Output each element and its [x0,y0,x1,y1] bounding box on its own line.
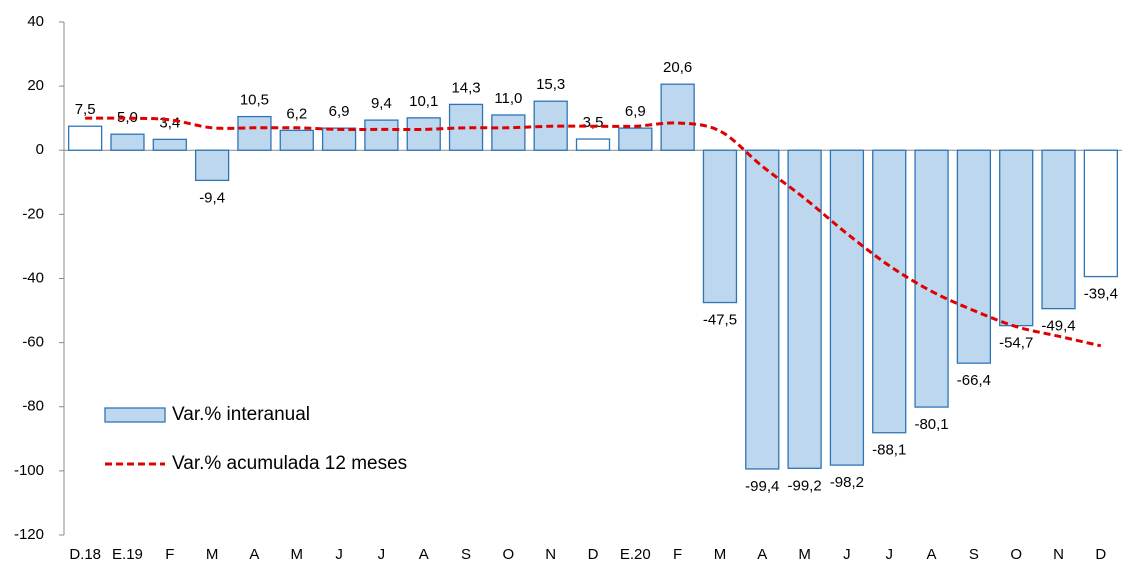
y-tick-label: -120 [14,526,44,543]
x-tick-label: D [588,546,599,563]
data-label: 3,5 [583,114,604,131]
y-tick-label: -100 [14,462,44,479]
bar [618,127,653,151]
x-tick-label: N [1053,546,1064,563]
y-tick-label: -80 [22,398,44,415]
x-tick-label: O [1010,546,1022,563]
data-label: 6,9 [329,103,350,120]
data-label: 6,2 [286,105,307,122]
x-tick-label: S [461,546,471,563]
bar [829,149,865,466]
bar [872,149,907,434]
x-tick-label: J [378,546,386,563]
data-label: 10,1 [409,93,438,110]
x-tick-label: D.18 [69,546,101,563]
data-label: -49,4 [1041,318,1075,335]
data-label: 7,5 [75,101,96,118]
data-label: -66,4 [957,372,991,389]
x-tick-label: F [165,546,174,563]
data-label: -9,4 [199,189,225,206]
bar [194,149,230,182]
bar [575,138,611,151]
legend-label: Var.% acumulada 12 meses [172,453,407,474]
data-label: 9,4 [371,95,392,112]
x-tick-label: A [927,546,937,563]
data-label: 10,5 [240,92,269,109]
line [85,116,1102,348]
x-tick-label: F [673,546,682,563]
data-label: 15,3 [536,76,565,93]
x-tick-label: M [714,546,727,563]
bar [999,149,1034,327]
legend-label: Var.% interanual [172,404,310,425]
x-tick-label: S [969,546,979,563]
data-label: -39,4 [1084,286,1118,303]
data-label: 11,0 [494,90,522,107]
x-tick-label: M [798,546,811,563]
bar [491,114,526,151]
x-tick-label: A [249,546,259,563]
legend-swatch [104,407,166,423]
bar [152,138,187,151]
bar [956,149,992,364]
data-label: 20,6 [663,59,692,76]
bar [1041,149,1076,310]
data-label: 3,4 [159,114,180,131]
y-tick-label: 0 [36,141,44,158]
data-label: -80,1 [914,416,948,433]
data-label: -99,4 [745,478,779,495]
x-tick-label: M [206,546,219,563]
y-tick-label: -40 [22,269,44,286]
x-tick-label: O [503,546,515,563]
bar [321,127,357,151]
y-tick-label: -20 [22,205,44,222]
bar [237,115,272,151]
data-label: -88,1 [872,442,906,459]
data-label: -99,2 [787,477,821,494]
x-tick-label: J [843,546,851,563]
data-label: -54,7 [999,335,1033,352]
data-label: 5,0 [117,109,138,126]
bar [1083,149,1118,278]
y-tick-label: 20 [27,77,44,94]
x-tick-label: N [545,546,556,563]
bar [660,83,695,151]
data-label: -47,5 [703,312,737,329]
bar [110,133,145,151]
data-label: 14,3 [451,79,480,96]
bar [787,149,822,469]
bar [279,129,314,151]
data-label: 6,9 [625,103,646,120]
x-tick-label: J [335,546,343,563]
x-tick-label: J [885,546,893,563]
bar [702,149,738,304]
bar [448,103,484,151]
x-tick-label: E.20 [620,546,651,563]
x-tick-label: E.19 [112,546,143,563]
bar [745,149,780,470]
x-tick-label: D [1095,546,1106,563]
bar [68,125,103,151]
data-label: -98,2 [830,474,864,491]
bar [364,119,399,151]
y-tick-label: -60 [22,334,44,351]
x-tick-label: A [419,546,429,563]
y-tick-label: 40 [27,13,44,30]
bar [406,117,441,151]
x-tick-label: M [291,546,304,563]
x-tick-label: A [757,546,767,563]
bar [914,149,949,408]
